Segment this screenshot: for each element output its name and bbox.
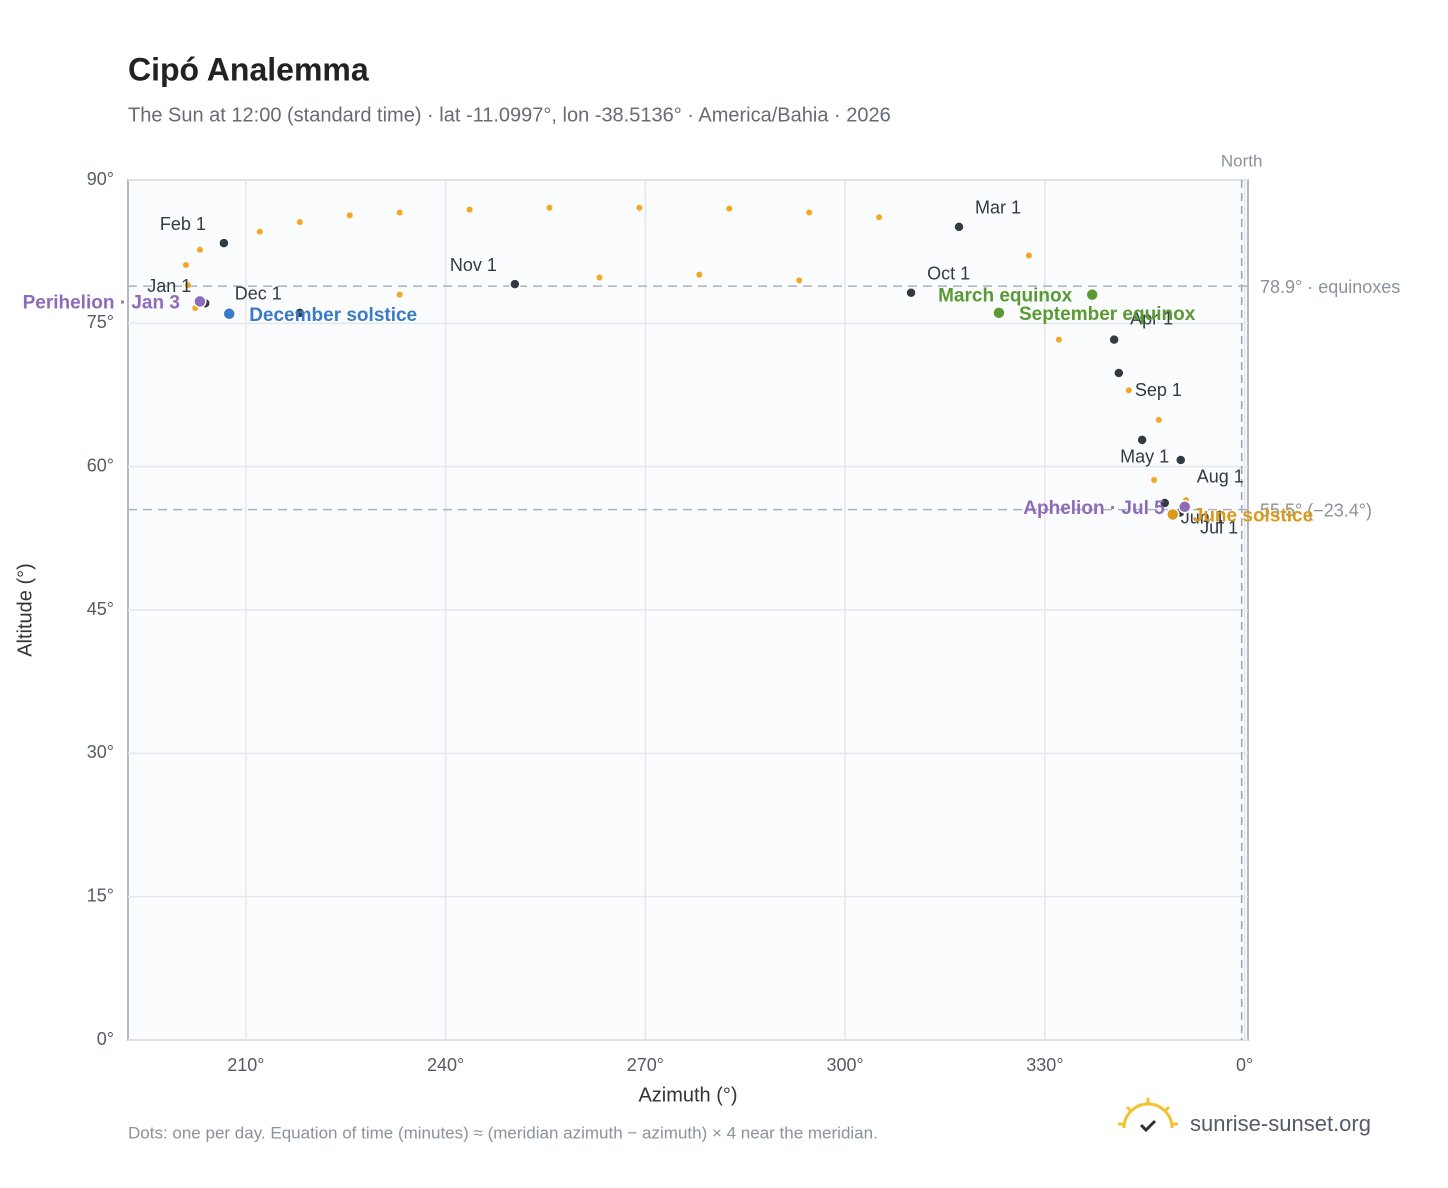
event-label: September equinox <box>1019 304 1196 325</box>
daily-dot <box>1055 336 1062 343</box>
month-marker <box>294 307 306 319</box>
event-label: June solstice <box>1193 505 1313 526</box>
x-tick-label: 330° <box>1026 1055 1063 1075</box>
event-marker <box>1085 287 1099 302</box>
daily-dot <box>546 204 553 211</box>
event-marker <box>222 307 236 321</box>
chart-title: Cipó Analemma <box>128 51 369 87</box>
y-tick-label: 30° <box>87 742 114 762</box>
month-label: Oct 1 <box>927 264 970 284</box>
y-tick-label: 15° <box>87 885 114 905</box>
month-label: Nov 1 <box>450 255 497 275</box>
reference-label: 55.5° (−23.4°) <box>1260 500 1372 520</box>
y-axis-label: Altitude (°) <box>14 563 36 657</box>
daily-dot <box>346 212 353 219</box>
daily-dot <box>1125 387 1132 394</box>
event-marker <box>1166 507 1180 522</box>
daily-dot <box>466 206 473 213</box>
daily-dot <box>696 271 703 278</box>
month-marker <box>1113 367 1125 379</box>
reference-label: 78.9° · equinoxes <box>1260 277 1400 297</box>
daily-dot <box>876 214 883 221</box>
month-marker <box>218 237 230 249</box>
chart-subtitle: The Sun at 12:00 (standard time) · lat -… <box>128 104 891 126</box>
daily-dot <box>396 209 403 216</box>
month-label: May 1 <box>1120 447 1169 467</box>
event-label: December solstice <box>249 305 417 326</box>
x-axis-label: Azimuth (°) <box>638 1084 737 1106</box>
daily-dot <box>256 228 263 235</box>
event-marker <box>193 294 207 309</box>
daily-dot <box>726 205 733 212</box>
month-marker <box>953 221 965 233</box>
x-tick-label: 300° <box>827 1055 864 1075</box>
daily-dot <box>182 262 189 269</box>
north-label: North <box>1221 151 1263 170</box>
event-marker <box>992 306 1006 320</box>
month-label: Jan 1 <box>147 276 191 296</box>
month-label: Dec 1 <box>235 284 282 304</box>
month-label: Sep 1 <box>1135 380 1182 400</box>
x-tick-label: 240° <box>427 1055 464 1075</box>
month-marker <box>1136 434 1148 446</box>
month-label: Jun 1 <box>1181 508 1225 528</box>
daily-dot <box>296 219 303 226</box>
event-label: March equinox <box>938 286 1073 307</box>
event-label: Perihelion · Jan 3 <box>23 292 180 313</box>
event-label: Aphelion · Jul 5 <box>1023 498 1165 519</box>
daily-dot <box>806 209 813 216</box>
daily-dot <box>1155 416 1162 423</box>
daily-dot <box>1025 252 1032 259</box>
daily-dot <box>1151 477 1158 484</box>
month-label: Apr 1 <box>1130 308 1173 328</box>
x-tick-label: 0° <box>1236 1055 1253 1075</box>
month-marker <box>905 287 917 299</box>
month-marker <box>1108 333 1120 346</box>
month-label: Mar 1 <box>975 198 1021 218</box>
y-tick-label: 75° <box>87 312 114 332</box>
month-label: Aug 1 <box>1197 467 1244 487</box>
month-marker <box>1174 454 1187 466</box>
footnote: Dots: one per day. Equation of time (min… <box>128 1123 878 1142</box>
watermark: sunrise-sunset.org <box>1190 1111 1371 1136</box>
daily-dot <box>396 291 403 298</box>
logo <box>1118 1098 1178 1133</box>
month-label: Feb 1 <box>160 214 206 234</box>
y-tick-label: 90° <box>87 169 114 189</box>
daily-dot <box>596 274 603 281</box>
daily-dot <box>196 246 203 253</box>
y-tick-label: 0° <box>97 1029 114 1049</box>
month-marker <box>509 278 521 290</box>
daily-dot <box>184 282 191 289</box>
event-marker <box>1177 500 1192 514</box>
y-tick-label: 45° <box>87 599 114 619</box>
daily-dot <box>796 277 803 284</box>
month-marker <box>1159 497 1171 509</box>
x-tick-label: 270° <box>627 1055 664 1075</box>
y-tick-label: 60° <box>87 455 114 475</box>
x-tick-label: 210° <box>227 1055 264 1075</box>
month-label: Jul 1 <box>1200 517 1238 537</box>
daily-dot <box>636 204 643 211</box>
